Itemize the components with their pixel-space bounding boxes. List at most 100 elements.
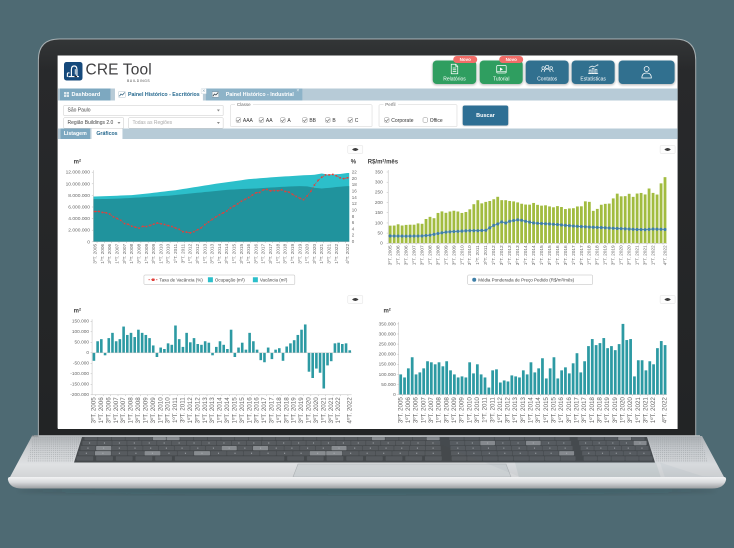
svg-text:3ºT. 2021: 3ºT. 2021 xyxy=(642,396,649,423)
svg-text:1ºT. 2015: 1ºT. 2015 xyxy=(231,243,237,263)
svg-text:-150.000: -150.000 xyxy=(70,381,89,387)
svg-text:1ºT. 2021: 1ºT. 2021 xyxy=(634,396,641,423)
svg-text:10: 10 xyxy=(351,207,356,212)
svg-text:300.000: 300.000 xyxy=(378,331,395,337)
svg-text:%: % xyxy=(350,159,356,165)
svg-text:4ºT. 2022: 4ºT. 2022 xyxy=(344,243,350,263)
svg-text:3ºT. 2015: 3ºT. 2015 xyxy=(546,244,552,264)
svg-text:3ºT. 2017: 3ºT. 2017 xyxy=(268,243,274,263)
svg-text:3ºT. 2018: 3ºT. 2018 xyxy=(596,396,603,423)
svg-text:1ºT. 2019: 1ºT. 2019 xyxy=(604,396,611,423)
svg-text:8: 8 xyxy=(351,213,354,218)
svg-text:1ºT. 2012: 1ºT. 2012 xyxy=(491,244,497,264)
svg-text:1ºT. 2014: 1ºT. 2014 xyxy=(527,396,534,423)
svg-text:22: 22 xyxy=(351,169,356,174)
svg-text:3ºT. 2013: 3ºT. 2013 xyxy=(209,396,216,423)
svg-text:50.000: 50.000 xyxy=(381,381,396,387)
svg-text:3ºT. 2018: 3ºT. 2018 xyxy=(283,396,290,423)
svg-text:1ºT. 2016: 1ºT. 2016 xyxy=(246,243,252,263)
svg-text:1ºT. 2012: 1ºT. 2012 xyxy=(187,243,193,263)
svg-text:1ºT. 2013: 1ºT. 2013 xyxy=(201,396,208,423)
svg-text:20: 20 xyxy=(351,175,356,180)
svg-text:3ºT. 2019: 3ºT. 2019 xyxy=(610,244,616,264)
svg-text:200.000: 200.000 xyxy=(378,351,395,357)
svg-text:1ºT. 2022: 1ºT. 2022 xyxy=(650,244,656,264)
svg-text:1ºT. 2007: 1ºT. 2007 xyxy=(411,244,417,264)
svg-text:3ºT. 2014: 3ºT. 2014 xyxy=(224,396,231,423)
svg-text:3ºT. 2005: 3ºT. 2005 xyxy=(90,396,97,423)
svg-text:1ºT. 2020: 1ºT. 2020 xyxy=(618,244,624,264)
svg-text:1ºT. 2010: 1ºT. 2010 xyxy=(466,396,473,423)
svg-text:1ºT. 2022: 1ºT. 2022 xyxy=(333,243,339,263)
svg-text:1ºT. 2008: 1ºT. 2008 xyxy=(129,243,135,263)
svg-text:3ºT. 2019: 3ºT. 2019 xyxy=(297,243,303,263)
svg-text:0: 0 xyxy=(380,240,383,246)
svg-text:1ºT. 2017: 1ºT. 2017 xyxy=(261,396,268,423)
svg-text:1ºT. 2006: 1ºT. 2006 xyxy=(395,244,401,264)
svg-text:1ºT. 2015: 1ºT. 2015 xyxy=(539,244,545,264)
svg-text:350.000: 350.000 xyxy=(378,321,395,327)
svg-text:3ºT. 2021: 3ºT. 2021 xyxy=(326,243,332,263)
svg-text:1ºT. 2019: 1ºT. 2019 xyxy=(290,396,297,423)
svg-text:3ºT. 2015: 3ºT. 2015 xyxy=(238,243,244,263)
svg-text:3ºT. 2007: 3ºT. 2007 xyxy=(419,244,425,264)
svg-text:50: 50 xyxy=(377,230,383,236)
svg-text:3ºT. 2011: 3ºT. 2011 xyxy=(489,396,496,422)
svg-text:Vacância (m²): Vacância (m²) xyxy=(259,277,287,282)
svg-text:1ºT. 2010: 1ºT. 2010 xyxy=(459,244,465,264)
svg-text:3ºT. 2008: 3ºT. 2008 xyxy=(435,244,441,264)
svg-text:18: 18 xyxy=(351,182,356,187)
svg-text:3ºT. 2019: 3ºT. 2019 xyxy=(298,396,305,423)
svg-text:4: 4 xyxy=(351,226,354,231)
svg-text:3ºT. 2011: 3ºT. 2011 xyxy=(180,243,186,263)
svg-text:1ºT. 2017: 1ºT. 2017 xyxy=(573,396,580,423)
svg-text:1ºT. 2009: 1ºT. 2009 xyxy=(142,396,149,423)
svg-text:50.000: 50.000 xyxy=(74,339,89,345)
svg-text:3ºT. 2005: 3ºT. 2005 xyxy=(397,396,404,423)
svg-text:200: 200 xyxy=(374,199,382,205)
svg-text:3ºT. 2013: 3ºT. 2013 xyxy=(515,244,521,264)
svg-text:1ºT. 2014: 1ºT. 2014 xyxy=(216,396,223,423)
svg-text:3ºT. 2011: 3ºT. 2011 xyxy=(483,244,489,264)
svg-text:1ºT. 2021: 1ºT. 2021 xyxy=(319,243,325,263)
svg-text:3ºT. 2015: 3ºT. 2015 xyxy=(238,396,245,423)
svg-text:150: 150 xyxy=(374,210,382,216)
svg-text:3ºT. 2013: 3ºT. 2013 xyxy=(519,396,526,423)
svg-text:1ºT. 2014: 1ºT. 2014 xyxy=(523,244,529,264)
svg-text:1ºT. 2008: 1ºT. 2008 xyxy=(127,396,134,423)
svg-text:3ºT. 2007: 3ºT. 2007 xyxy=(120,396,127,423)
svg-text:1ºT. 2019: 1ºT. 2019 xyxy=(602,244,608,264)
svg-text:16: 16 xyxy=(351,188,356,193)
svg-text:100.000: 100.000 xyxy=(71,329,88,335)
svg-text:3ºT. 2016: 3ºT. 2016 xyxy=(253,243,259,263)
svg-text:3ºT. 2018: 3ºT. 2018 xyxy=(594,244,600,264)
svg-text:3ºT. 2012: 3ºT. 2012 xyxy=(504,396,511,423)
svg-text:300: 300 xyxy=(374,179,382,185)
svg-text:1ºT. 2007: 1ºT. 2007 xyxy=(112,396,119,423)
svg-text:1ºT. 2010: 1ºT. 2010 xyxy=(158,243,164,263)
svg-text:3ºT. 2012: 3ºT. 2012 xyxy=(195,243,201,263)
svg-text:1ºT. 2018: 1ºT. 2018 xyxy=(586,244,592,264)
svg-text:3ºT. 2009: 3ºT. 2009 xyxy=(149,396,156,423)
svg-text:3ºT. 2021: 3ºT. 2021 xyxy=(642,244,648,264)
svg-text:3ºT. 2012: 3ºT. 2012 xyxy=(499,244,505,264)
svg-text:3ºT. 2006: 3ºT. 2006 xyxy=(107,243,113,263)
svg-text:m²: m² xyxy=(73,307,80,314)
svg-text:1ºT. 2007: 1ºT. 2007 xyxy=(114,243,120,263)
svg-text:3ºT. 2016: 3ºT. 2016 xyxy=(562,244,568,264)
svg-text:1ºT. 2011: 1ºT. 2011 xyxy=(475,244,481,264)
svg-text:3ºT. 2009: 3ºT. 2009 xyxy=(151,243,157,263)
svg-text:350: 350 xyxy=(374,169,382,175)
svg-text:3ºT. 2021: 3ºT. 2021 xyxy=(327,396,334,423)
svg-text:150.000: 150.000 xyxy=(71,318,88,324)
svg-text:1ºT. 2021: 1ºT. 2021 xyxy=(634,244,640,264)
svg-text:3ºT. 2008: 3ºT. 2008 xyxy=(136,243,142,263)
svg-text:3ºT. 2005: 3ºT. 2005 xyxy=(92,243,98,263)
svg-text:R$/m²/mês: R$/m²/mês xyxy=(367,158,398,165)
svg-text:1ºT. 2016: 1ºT. 2016 xyxy=(554,244,560,264)
svg-text:3ºT. 2020: 3ºT. 2020 xyxy=(627,396,634,423)
svg-text:3ºT. 2006: 3ºT. 2006 xyxy=(105,396,112,423)
svg-text:100: 100 xyxy=(374,220,382,226)
svg-text:3ºT. 2019: 3ºT. 2019 xyxy=(611,396,618,423)
svg-text:1ºT. 2008: 1ºT. 2008 xyxy=(427,244,433,264)
